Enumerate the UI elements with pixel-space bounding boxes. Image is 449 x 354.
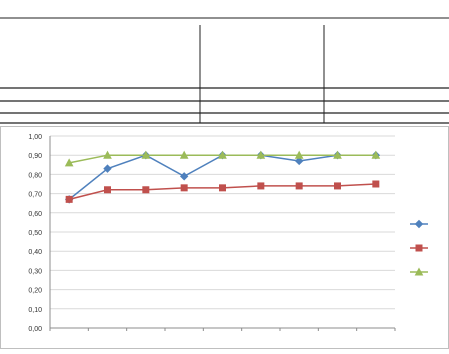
data-point [256, 150, 266, 159]
legend-entry [410, 267, 428, 276]
data-point [104, 186, 111, 194]
line-chart-svg: 0,00 0,10 0,20 0,30 0,40 0,50 0,60 0,70 0,80 0,90… [0, 126, 449, 349]
y-tick-label: 0,50 [28, 230, 42, 237]
y-tick-label: 0,90 [28, 153, 42, 160]
data-point [180, 184, 188, 192]
data-point [295, 182, 303, 190]
y-tick-label: 0,10 [28, 307, 42, 314]
data-point [65, 195, 73, 203]
data-point [218, 150, 227, 159]
data-point [334, 182, 341, 190]
data-point [415, 244, 423, 252]
legend-entry [410, 244, 428, 252]
y-tick-label: 0,60 [28, 211, 42, 218]
data-point [142, 186, 150, 194]
y-tick-label: 0,20 [28, 288, 42, 295]
chart-legend [410, 219, 428, 276]
legend-entry [410, 219, 428, 229]
data-point [141, 150, 151, 159]
data-table-svg [0, 17, 449, 124]
data-point [333, 150, 342, 159]
data-point [294, 150, 304, 159]
y-tick-label: 0,30 [28, 268, 42, 275]
data-point [371, 150, 381, 159]
data-table [0, 0, 449, 124]
data-point [179, 172, 189, 181]
data-point [219, 184, 226, 192]
series-3 [64, 150, 381, 167]
line-chart: 0,00 0,10 0,20 0,30 0,40 0,50 0,60 0,70 0,80 0,90… [0, 126, 449, 349]
data-point [179, 150, 189, 159]
data-point [64, 158, 74, 167]
chart-series [64, 150, 381, 204]
data-point [103, 164, 112, 173]
data-point [372, 180, 380, 188]
y-tick-label: 0,40 [28, 249, 42, 256]
data-point [294, 156, 304, 166]
data-point [414, 219, 424, 229]
y-tick-label: 1,00 [28, 134, 42, 141]
data-point [103, 150, 112, 159]
y-tick-label: 0,70 [28, 192, 42, 199]
series-2 [65, 180, 380, 203]
data-point [414, 267, 424, 276]
y-tick-label: 0,80 [28, 172, 42, 179]
y-tick-label: 0,00 [28, 326, 42, 333]
data-point [257, 182, 265, 190]
chart-border [0, 126, 449, 349]
chart-axes: 0,00 0,10 0,20 0,30 0,40 0,50 0,60 0,70 0,80 0,90… [28, 134, 396, 333]
